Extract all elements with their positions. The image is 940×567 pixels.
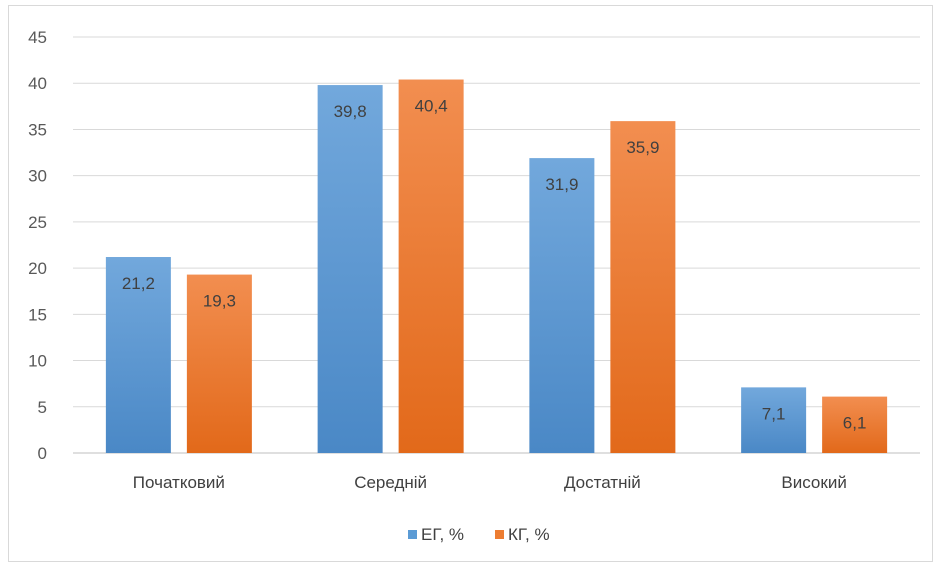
data-label: 7,1 xyxy=(762,404,786,423)
y-tick-label: 25 xyxy=(28,213,47,232)
x-axis-categories: Початковий Середній Достатній Високий xyxy=(133,473,847,492)
data-label: 6,1 xyxy=(843,414,867,433)
bars xyxy=(105,79,888,454)
y-axis-ticks: 0 5 10 15 20 25 30 35 40 45 xyxy=(28,28,47,463)
data-label: 19,3 xyxy=(203,292,236,311)
bar-kg-1 xyxy=(398,79,464,453)
bar-eg-2 xyxy=(529,158,595,453)
legend: ЕГ, % КГ, % xyxy=(408,525,550,544)
y-tick-label: 5 xyxy=(38,398,47,417)
legend-swatch-kg xyxy=(495,530,504,539)
x-category-label: Достатній xyxy=(564,473,641,492)
data-label: 21,2 xyxy=(122,274,155,293)
y-tick-label: 10 xyxy=(28,352,47,371)
legend-swatch-eg xyxy=(408,530,417,539)
legend-label-eg: ЕГ, % xyxy=(421,525,464,544)
bar-kg-2 xyxy=(610,121,676,453)
y-tick-label: 45 xyxy=(28,28,47,47)
data-labels: 21,2 19,3 39,8 40,4 31,9 35,9 7,1 6,1 xyxy=(122,97,867,433)
bar-kg-3 xyxy=(822,396,888,453)
data-label: 31,9 xyxy=(545,175,578,194)
bar-eg-3 xyxy=(741,387,807,453)
y-tick-label: 20 xyxy=(28,259,47,278)
bar-eg-1 xyxy=(317,85,383,454)
x-category-label: Високий xyxy=(781,473,846,492)
x-category-label: Середній xyxy=(354,473,427,492)
y-tick-label: 0 xyxy=(38,444,47,463)
legend-label-kg: КГ, % xyxy=(508,525,550,544)
y-tick-label: 30 xyxy=(28,167,47,186)
data-label: 39,8 xyxy=(334,102,367,121)
y-tick-label: 15 xyxy=(28,305,47,324)
y-tick-label: 35 xyxy=(28,120,47,139)
bar-eg-0 xyxy=(105,257,171,453)
x-category-label: Початковий xyxy=(133,473,225,492)
data-label: 35,9 xyxy=(626,138,659,157)
y-tick-label: 40 xyxy=(28,74,47,93)
bar-kg-0 xyxy=(186,274,252,453)
data-label: 40,4 xyxy=(415,97,448,116)
